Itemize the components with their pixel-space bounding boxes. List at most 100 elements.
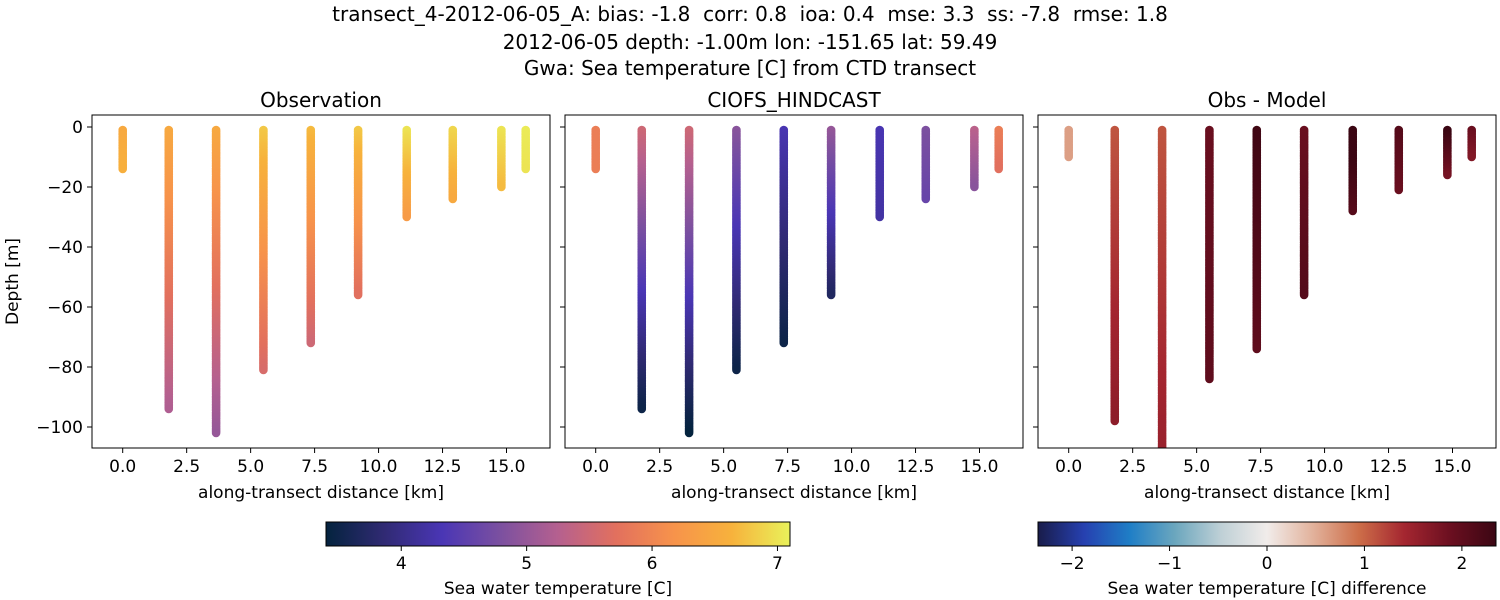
profile-6	[353, 125, 363, 300]
profile-10	[994, 125, 1003, 174]
profile-4	[259, 125, 268, 375]
x-tick-label: 15.0	[961, 457, 999, 477]
colorbar-gradient	[1037, 521, 1497, 547]
data-point	[994, 164, 1003, 174]
profile-2	[1110, 125, 1120, 426]
colorbar-tick-label: 1	[1359, 554, 1370, 574]
profile-9	[1443, 125, 1452, 180]
panel-title: Obs - Model	[1208, 88, 1327, 112]
data-point	[521, 164, 530, 174]
data-point	[921, 194, 931, 204]
x-axis-label: along-transect distance [km]	[198, 483, 444, 503]
y-tick-label: −60	[47, 298, 83, 318]
figure-subtitle-variable: Gwa: Sea temperature [C] from CTD transe…	[523, 56, 977, 80]
profile-4	[1205, 125, 1214, 384]
profile-9	[970, 125, 979, 192]
data-point	[1157, 443, 1167, 448]
colorbar-gradient	[325, 521, 791, 547]
x-tick-label: 15.0	[1434, 457, 1472, 477]
colorbar-tick-label: −1	[1157, 554, 1182, 574]
colorbar-tick-label: 5	[521, 554, 532, 574]
x-tick-label: 2.5	[1119, 457, 1146, 477]
data-point	[448, 194, 458, 204]
axes-frame	[1037, 114, 1497, 449]
data-point	[1299, 290, 1309, 300]
y-tick-label: −80	[47, 358, 83, 378]
data-point	[211, 428, 221, 438]
data-point	[970, 182, 979, 192]
x-tick-label: 7.5	[301, 457, 328, 477]
profile-8	[1394, 125, 1404, 195]
x-tick-label: 10.0	[833, 457, 871, 477]
profile-1	[118, 125, 127, 174]
profile-5	[306, 125, 316, 348]
profile-1	[591, 125, 600, 174]
panel-1: 0.0 2.5 5.0 7.5 10.0 12.5 15.0 0 −20 −40 −60 −80 −10…	[3, 88, 551, 503]
profile-5	[1252, 125, 1262, 354]
x-tick-label: 12.5	[424, 457, 462, 477]
colorbar-tick-label: 2	[1456, 554, 1467, 574]
data-point	[402, 212, 412, 222]
colorbar-label: Sea water temperature [C]	[444, 579, 672, 599]
data-point	[684, 428, 694, 438]
panel-2: 0.0 2.5 5.0 7.5 10.0 12.5 15.0 CIOFS_HINDCASTal…	[560, 88, 1024, 503]
data-point	[1205, 374, 1214, 384]
profile-2	[637, 125, 647, 414]
colorbar-tick-label: 6	[647, 554, 658, 574]
data-point	[779, 338, 789, 348]
x-tick-label: 10.0	[360, 457, 398, 477]
x-tick-label: 5.0	[1183, 457, 1210, 477]
colorbar-tick-label: 4	[396, 554, 407, 574]
data-point	[259, 365, 268, 375]
data-points	[591, 125, 1003, 438]
profile-9	[497, 125, 506, 192]
y-tick-label: −20	[47, 178, 83, 198]
data-points	[118, 125, 530, 438]
data-point	[1443, 170, 1452, 180]
x-axis-label: along-transect distance [km]	[671, 483, 917, 503]
profile-7	[402, 125, 412, 222]
profile-8	[448, 125, 458, 204]
data-point	[826, 290, 836, 300]
data-point	[1394, 185, 1404, 195]
x-tick-label: 2.5	[646, 457, 673, 477]
colorbar-label: Sea water temperature [C] difference	[1107, 579, 1426, 599]
colorbar-tick-label: 0	[1262, 554, 1273, 574]
x-tick-label: 12.5	[897, 457, 935, 477]
panel-3: 0.0 2.5 5.0 7.5 10.0 12.5 15.0 Obs - Model along…	[1033, 88, 1497, 503]
colorbar-tick-label: −2	[1060, 554, 1085, 574]
profile-6	[826, 125, 836, 300]
profile-7	[875, 125, 885, 222]
data-point	[732, 365, 741, 375]
x-tick-label: 2.5	[173, 457, 200, 477]
x-tick-label: 0.0	[582, 457, 609, 477]
x-tick-label: 7.5	[774, 457, 801, 477]
data-points	[1064, 125, 1476, 448]
profile-10	[521, 125, 530, 174]
profile-3	[211, 125, 221, 438]
profile-5	[779, 125, 789, 348]
x-axis-label: along-transect distance [km]	[1144, 483, 1390, 503]
y-tick-label: −40	[47, 238, 83, 258]
data-point	[637, 404, 647, 414]
data-point	[353, 290, 363, 300]
data-point	[1348, 206, 1358, 216]
x-tick-label: 7.5	[1247, 457, 1274, 477]
figure-subtitle: 2012-06-05 depth: -1.00m lon: -151.65 la…	[502, 30, 998, 54]
profile-6	[1299, 125, 1309, 300]
profile-2	[164, 125, 174, 414]
y-tick-label: 0	[72, 118, 83, 138]
data-point	[1467, 152, 1476, 162]
colorbar-tick-label: 7	[772, 554, 783, 574]
x-tick-label: 5.0	[710, 457, 737, 477]
colorbar-1: 4 5 6 7 Sea water temperature [C]	[325, 521, 791, 599]
data-point	[1252, 344, 1262, 354]
profile-3	[1157, 125, 1167, 448]
data-point	[1110, 416, 1120, 426]
profile-10	[1467, 125, 1476, 162]
axes-frame	[91, 114, 551, 449]
data-point	[118, 164, 127, 174]
data-point	[875, 212, 885, 222]
data-point	[591, 164, 600, 174]
